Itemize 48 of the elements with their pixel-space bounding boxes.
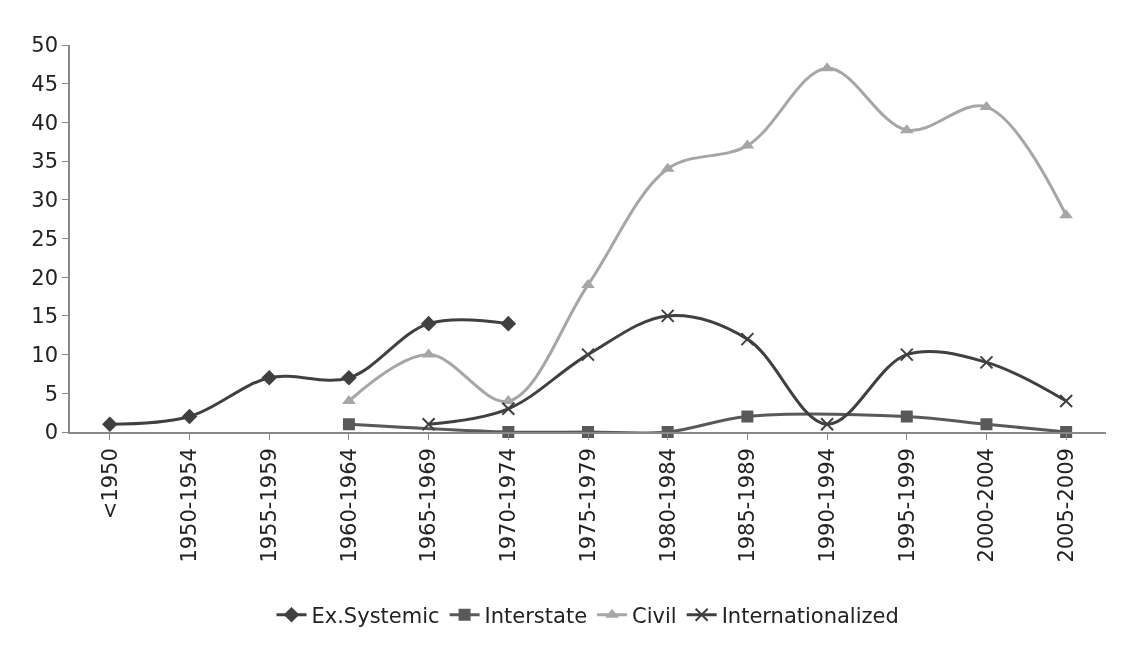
point xyxy=(420,315,437,332)
x-tick-label: 2005-2009 xyxy=(1053,448,1078,563)
point xyxy=(740,332,755,347)
x-tick-label: 1985-1989 xyxy=(735,448,760,563)
point xyxy=(741,410,754,423)
x-tick-label: 1960-1964 xyxy=(336,448,361,563)
x-tick-label: 1955-1959 xyxy=(257,448,282,563)
legend-label: Interstate xyxy=(484,603,588,628)
y-tick-label: 40 xyxy=(31,110,59,135)
point xyxy=(1059,394,1074,409)
point xyxy=(581,278,595,288)
y-tick-label: 0 xyxy=(44,420,59,445)
x-tick-label: 1995-1999 xyxy=(894,448,919,563)
point xyxy=(581,347,595,362)
x-tick-label: 2000-2004 xyxy=(974,448,999,563)
y-tick-label: 45 xyxy=(31,72,59,97)
y-tick-label: 10 xyxy=(31,342,59,367)
point xyxy=(899,347,914,362)
y-tick-label: 30 xyxy=(31,188,59,213)
point xyxy=(660,308,675,323)
point xyxy=(181,408,198,425)
x-tick-label: <1950 xyxy=(97,448,122,520)
x-tick-label: 1950-1954 xyxy=(177,448,202,563)
point xyxy=(421,417,436,432)
point xyxy=(261,370,278,386)
point xyxy=(980,418,993,431)
point xyxy=(501,401,516,416)
point xyxy=(342,418,355,431)
legend-label: Ex.Systemic xyxy=(311,603,440,628)
x-tick-label: 1980-1984 xyxy=(655,448,680,563)
x-tick-label: 1970-1974 xyxy=(496,448,521,563)
y-tick-label: 50 xyxy=(31,33,59,58)
x-tick-label: 1975-1979 xyxy=(575,448,600,563)
x-tick-label: 1965-1969 xyxy=(416,448,441,563)
y-tick-label: 35 xyxy=(31,149,59,174)
point xyxy=(820,417,835,432)
y-tick-label: 20 xyxy=(31,265,59,290)
point xyxy=(500,315,517,332)
x-tick-label: 1990-1994 xyxy=(814,448,839,563)
point xyxy=(102,416,118,433)
y-tick-label: 25 xyxy=(31,226,59,251)
point xyxy=(900,410,913,423)
point xyxy=(341,370,357,386)
y-tick-label: 15 xyxy=(31,304,59,329)
y-tick-label: 5 xyxy=(44,381,59,406)
point xyxy=(979,355,994,370)
legend-label: Internationalized xyxy=(721,603,899,628)
legend-label: Civil xyxy=(632,603,677,628)
